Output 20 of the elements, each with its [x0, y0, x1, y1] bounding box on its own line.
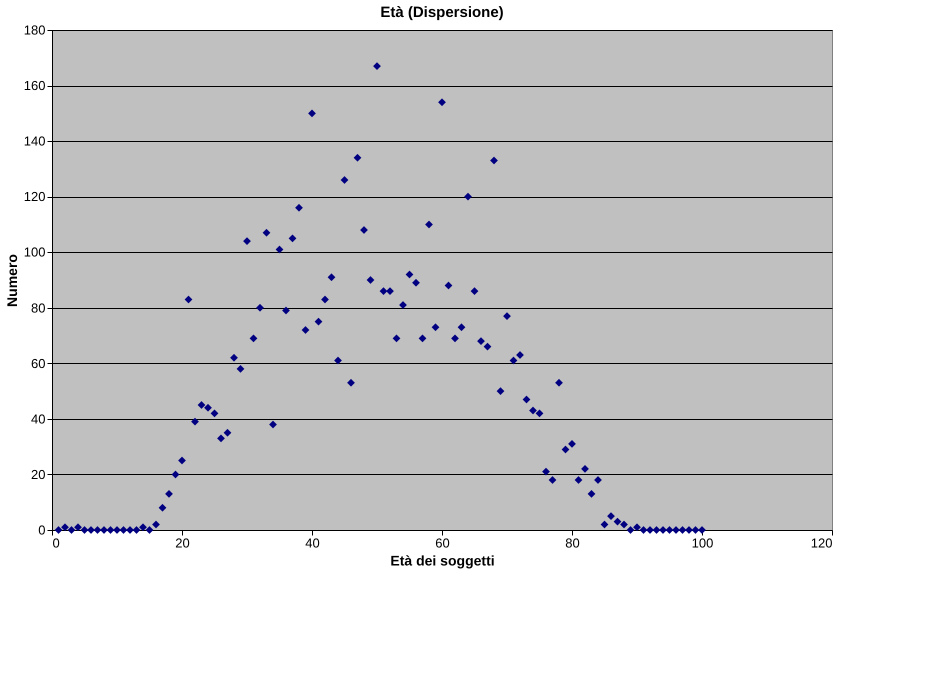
- y-tick-label: 80: [31, 300, 46, 316]
- x-tick-label: 0: [52, 536, 60, 550]
- y-tick-label: 160: [24, 78, 46, 94]
- y-tick-label: 100: [24, 244, 46, 260]
- x-tick-label: 80: [565, 536, 580, 550]
- x-tick-label: 20: [175, 536, 190, 550]
- y-tick-label: 120: [24, 189, 46, 204]
- chart-title: Età (Dispersione): [380, 4, 504, 21]
- x-tick-label: 40: [305, 536, 320, 550]
- x-tick-label: 100: [692, 536, 714, 550]
- y-tick-label: 0: [38, 522, 46, 538]
- y-tick-label: 140: [24, 134, 46, 149]
- x-tick-label: 60: [435, 536, 450, 550]
- y-tick-label: 60: [31, 356, 46, 371]
- x-axis-title: Età dei soggetti: [390, 552, 495, 568]
- y-tick-label: 20: [31, 466, 46, 482]
- y-tick-label: 180: [24, 22, 46, 38]
- y-axis-title: Numero: [4, 254, 20, 307]
- y-tick-label: 40: [31, 411, 46, 426]
- x-tick-label: 120: [810, 536, 832, 550]
